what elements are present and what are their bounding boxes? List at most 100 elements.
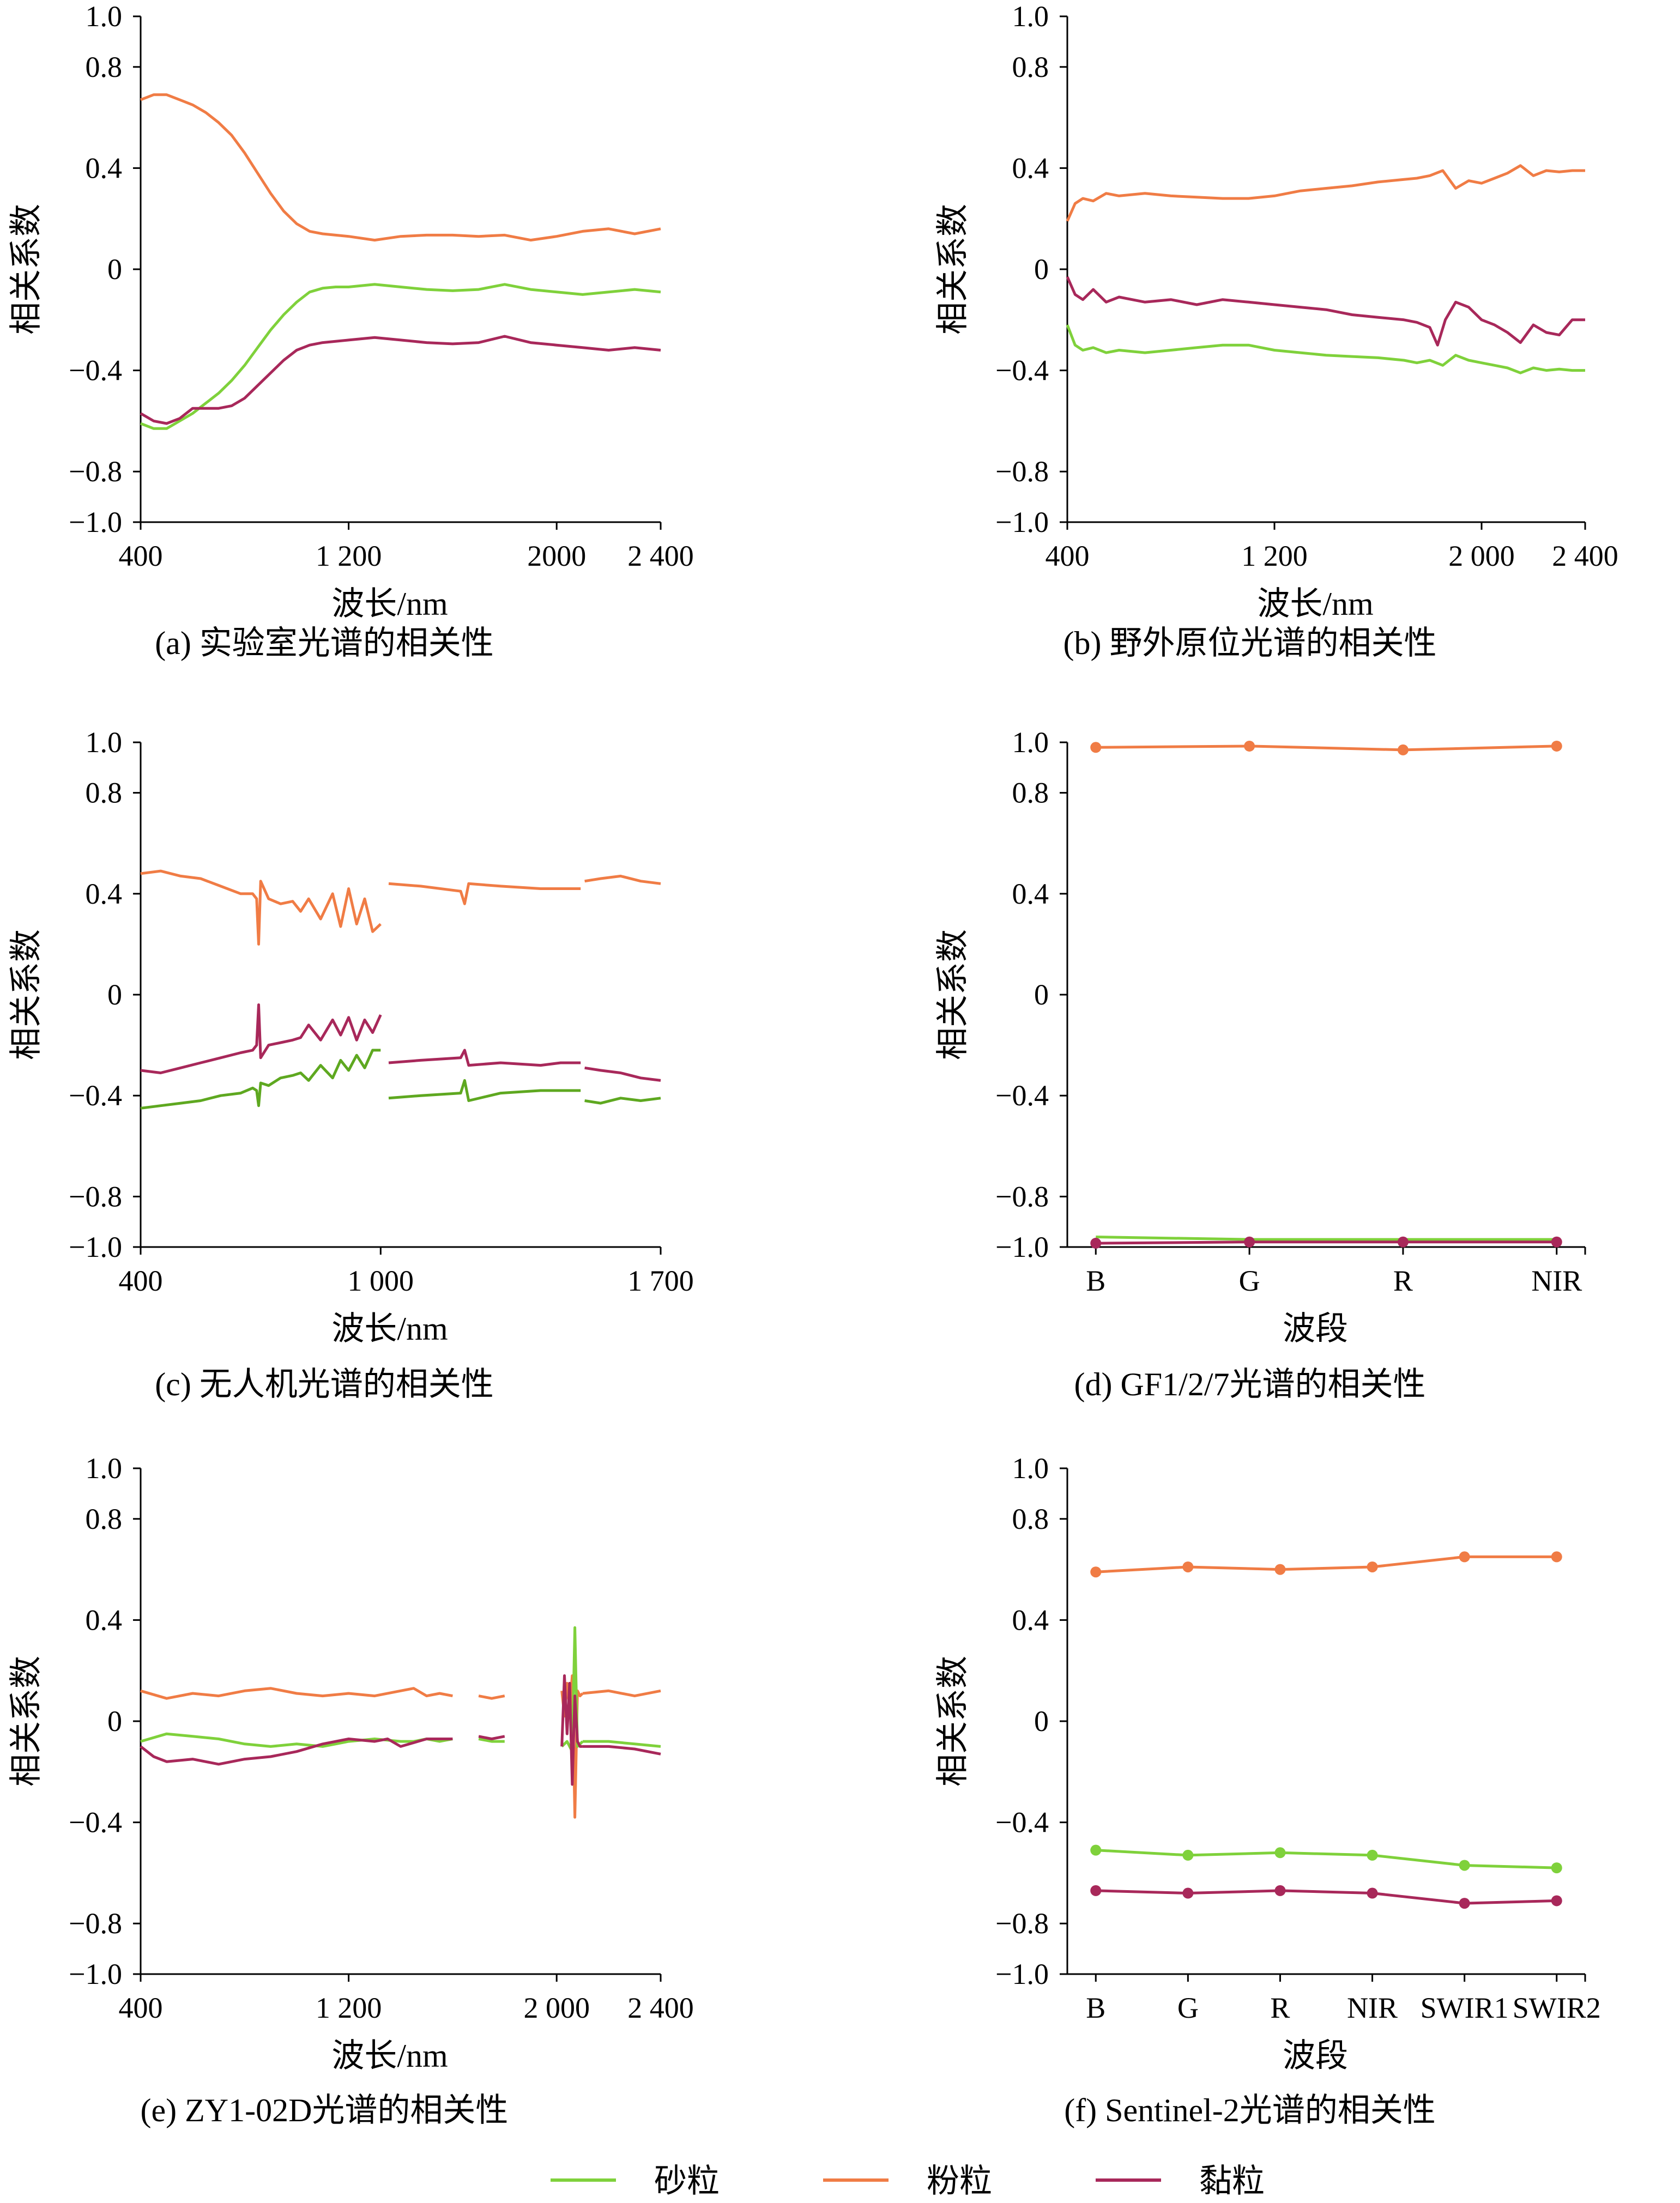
chart-f-line-clay	[1096, 1889, 1557, 1905]
chart-a-ytick-label: 1.0	[86, 0, 123, 33]
chart-d-series-sand	[1096, 1236, 1557, 1241]
chart-a-xtick-label: 2 400	[627, 540, 694, 572]
chart-e-ytick-label: 0	[107, 1705, 122, 1738]
chart-f-point-sand	[1367, 1849, 1378, 1861]
chart-c-ytick-label: 0.8	[86, 777, 123, 809]
chart-c-line-sand	[388, 1079, 581, 1102]
chart-c-ytick-label: −0.8	[69, 1180, 122, 1213]
chart-d-line-clay	[1096, 1240, 1557, 1245]
chart-b-line-sand	[1066, 324, 1585, 374]
chart-c-line-sand	[140, 1049, 381, 1110]
chart-f-ytick-label: −1.0	[995, 1958, 1049, 1990]
chart-a-ytick-label: −0.8	[69, 455, 122, 488]
chart-f-point-sand	[1459, 1860, 1470, 1871]
chart-c-line-silt	[388, 882, 581, 905]
chart-c-ytick-label: −1.0	[69, 1231, 122, 1263]
chart-f-point-silt	[1551, 1551, 1562, 1563]
chart-f-xtick-label: R	[1270, 1992, 1290, 2024]
chart-c-ytick-label: 1.0	[86, 726, 123, 759]
legend-label-silt: 粉粒	[927, 2163, 992, 2199]
chart-d-ytick-label: 0	[1034, 978, 1049, 1011]
chart-f-point-silt	[1182, 1561, 1194, 1572]
chart-d-ytick-label: 1.0	[1012, 726, 1049, 759]
chart-f-point-silt	[1274, 1564, 1286, 1575]
chart-f-series-sand	[1090, 1844, 1562, 1874]
chart-e-xtick-label: 1 200	[316, 1992, 382, 2024]
chart-b-ytick-label: 0	[1034, 253, 1049, 286]
chart-f-point-silt	[1090, 1566, 1102, 1578]
chart-d-xtick-label: NIR	[1531, 1264, 1582, 1297]
chart-b-ytick-label: 0.8	[1012, 51, 1049, 83]
chart-d-xtick-label: R	[1393, 1264, 1413, 1297]
chart-e-xtick-label: 400	[119, 1992, 163, 2024]
chart-e-caption: (e) ZY1-02D光谱的相关性	[141, 2092, 509, 2128]
chart-b-ytick-label: 1.0	[1012, 0, 1049, 33]
chart-b-line-silt	[1066, 164, 1585, 222]
chart-b-ytick-label: −1.0	[995, 506, 1049, 538]
chart-d-ytick-label: −1.0	[995, 1231, 1049, 1263]
chart-b-series-clay	[1066, 276, 1585, 347]
chart-b-series-silt	[1066, 164, 1585, 222]
chart-f-point-silt	[1459, 1551, 1470, 1563]
chart-f-point-clay	[1274, 1885, 1286, 1896]
chart-f-point-clay	[1090, 1885, 1102, 1896]
chart-e-line-clay	[582, 1745, 661, 1756]
chart-e-ytick-label: −0.8	[69, 1907, 122, 1940]
chart-f-point-sand	[1182, 1849, 1194, 1861]
chart-e-xtick-label: 2 000	[523, 1992, 590, 2024]
chart-f-xtick-label: SWIR2	[1513, 1992, 1601, 2024]
chart-f-line-sand	[1096, 1849, 1557, 1869]
chart-b-ytick-label: −0.4	[995, 354, 1049, 387]
chart-d-xtick-label: B	[1086, 1264, 1105, 1297]
chart-f-ytick-label: 0.4	[1012, 1603, 1049, 1636]
chart-a-caption: (a) 实验室光谱的相关性	[155, 625, 494, 661]
chart-d-xtick-label: G	[1239, 1264, 1260, 1297]
chart-a-ytick-label: 0.8	[86, 51, 123, 83]
chart-e-ytick-label: 0.4	[86, 1603, 123, 1636]
chart-a-y-label: 相关系数	[8, 204, 44, 335]
chart-a-series-silt	[140, 93, 661, 242]
chart-c-series-silt	[140, 869, 661, 946]
chart-d-point-silt	[1244, 740, 1255, 752]
chart-d-y-label: 相关系数	[935, 929, 971, 1060]
chart-b-x-label: 波长/nm	[1257, 586, 1373, 622]
chart-a-ytick-label: −0.4	[69, 354, 122, 387]
chart-a-series-sand	[140, 283, 661, 430]
legend-label-sand: 砂粒	[654, 2163, 720, 2199]
chart-d-point-clay	[1244, 1236, 1255, 1248]
chart-f-xtick-label: SWIR1	[1421, 1992, 1509, 2024]
chart-b-line-clay	[1066, 276, 1585, 347]
chart-f-ytick-label: 0	[1034, 1705, 1049, 1738]
chart-e-ytick-label: −1.0	[69, 1958, 122, 1990]
chart-c-xtick-label: 1 700	[627, 1264, 694, 1297]
chart-d-point-clay	[1397, 1236, 1409, 1248]
chart-e-xtick-label: 2 400	[627, 1992, 694, 2024]
chart-e-ytick-label: −0.4	[69, 1806, 122, 1839]
chart-f-xtick-label: B	[1086, 1992, 1105, 2024]
chart-c-series-sand	[140, 1049, 661, 1110]
chart-a-ytick-label: 0.4	[86, 152, 123, 184]
chart-d-line-silt	[1096, 745, 1557, 752]
chart-b-caption: (b) 野外原位光谱的相关性	[1063, 625, 1437, 661]
chart-e-line-sand	[478, 1738, 505, 1743]
chart-f-point-clay	[1459, 1898, 1470, 1909]
chart-e-line-clay	[560, 1674, 583, 1786]
chart-a-ytick-label: 0	[107, 253, 122, 286]
chart-d-point-silt	[1397, 744, 1409, 755]
chart-e-y-label: 相关系数	[8, 1656, 44, 1787]
chart-f-point-sand	[1090, 1844, 1102, 1856]
chart-d-ytick-label: 0.8	[1012, 777, 1049, 809]
chart-c-caption: (c) 无人机光谱的相关性	[155, 1366, 494, 1402]
chart-c-ytick-label: 0	[107, 978, 122, 1011]
chart-c-y-label: 相关系数	[8, 929, 44, 1060]
chart-e-line-clay	[140, 1738, 453, 1766]
chart-c-line-silt	[584, 874, 661, 885]
chart-c-line-clay	[140, 1003, 382, 1074]
chart-f-ytick-label: −0.8	[995, 1907, 1049, 1940]
chart-d-line-sand	[1096, 1236, 1557, 1241]
chart-e-line-silt	[582, 1689, 661, 1698]
